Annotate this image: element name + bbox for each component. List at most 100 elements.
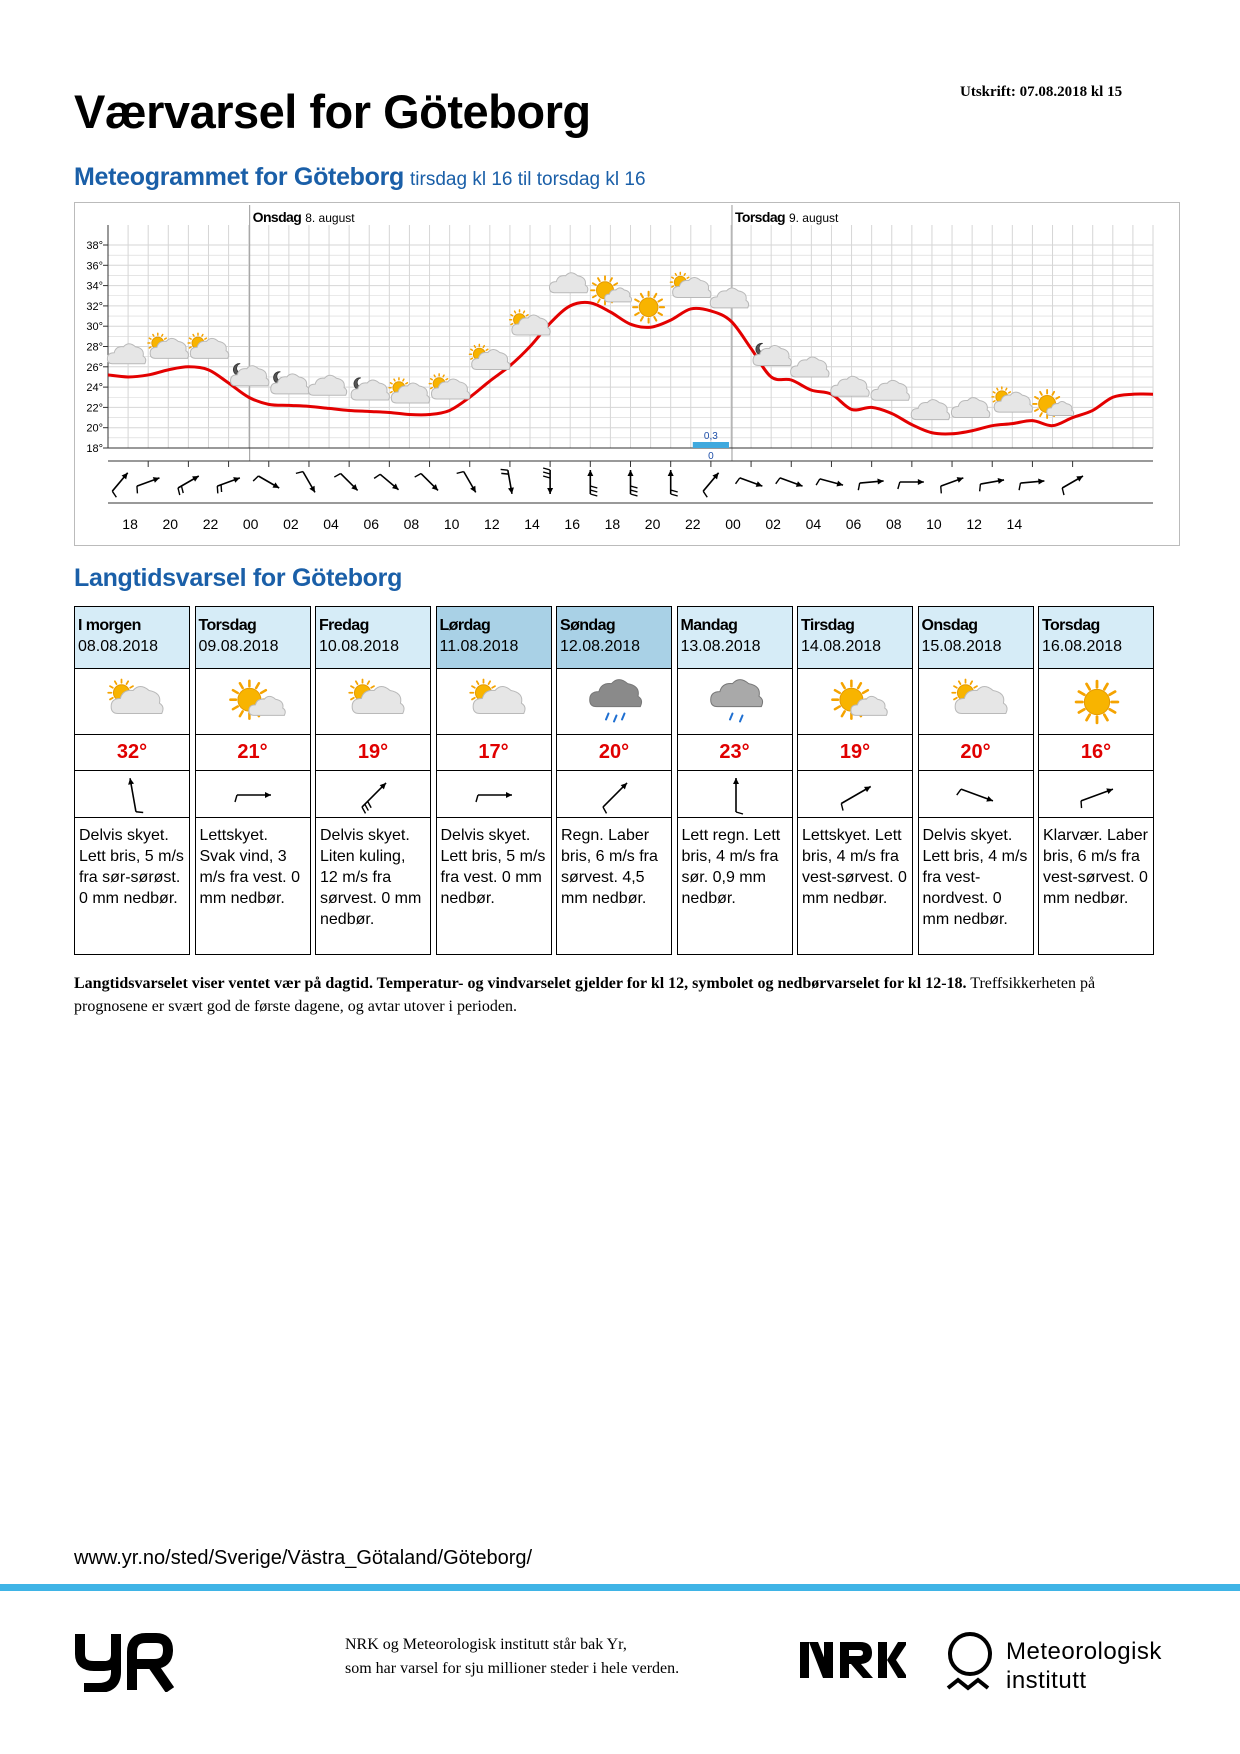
forecast-day-name: Lørdag: [439, 617, 491, 634]
source-url[interactable]: www.yr.no/sted/Sverige/Västra_Götaland/G…: [74, 1547, 533, 1569]
wind-barb: [1061, 475, 1084, 496]
forecast-day-header: Tirsdag 14.08.2018: [797, 606, 913, 669]
meteogram-partly-cloudy-icon: [468, 343, 511, 371]
footnote-bold: Langtidsvarselet viser ventet vær på dag…: [74, 975, 967, 992]
day-label-1: Torsdag 9. august: [735, 209, 839, 225]
forecast-temp: 19°: [797, 734, 913, 771]
forecast-description: Lett regn. Lett bris, 4 m/s fra sør. 0,9…: [676, 817, 793, 955]
wind-barb-icon: [1080, 788, 1114, 809]
x-tick-label: 12: [484, 516, 500, 532]
x-tick-label: 00: [243, 516, 259, 532]
forecast-day-date: 12.08.2018: [560, 638, 641, 655]
forecast-wind-cell: [194, 770, 311, 818]
y-tick-label: 38°: [86, 240, 103, 252]
meteogram-clear-sky-icon: [632, 290, 666, 324]
meteogram-chart: Onsdag 8. august Torsdag 9. august 38° 36° 34°…: [74, 202, 1180, 546]
meteogram-subtitle: tirsdag kl 16 til torsdag kl 16: [410, 169, 646, 190]
forecast-wind-cell: [315, 770, 431, 818]
wind-barb-icon: [474, 792, 512, 803]
meteogram-partly-cloudy-icon: [669, 271, 712, 298]
yr-logo: [74, 1632, 175, 1697]
partly-cloudy-icon: [348, 678, 405, 714]
forecast-symbol-cell: [917, 668, 1034, 735]
forecast-day-date: 11.08.2018: [439, 638, 519, 655]
y-tick-label: 34°: [86, 281, 103, 293]
forecast-temp: 20°: [917, 734, 1034, 771]
forecast-day-date: 08.08.2018: [78, 638, 159, 655]
meteogram-partly-cloudy-icon: [428, 373, 471, 400]
meteogram-moon-cloud-icon: [230, 363, 270, 387]
met-name-line-1: Meteorologisk: [1006, 1638, 1162, 1665]
forecast-day-date: 13.08.2018: [680, 638, 761, 655]
fair-icon: [831, 679, 888, 720]
forecast-day-name: I morgen: [78, 617, 141, 634]
wind-barb: [775, 477, 803, 487]
forecast-day-header: Fredag 10.08.2018: [315, 606, 431, 669]
wind-barb: [177, 475, 200, 496]
meteogram-cloud-icon: [790, 356, 830, 378]
x-tick-label: 16: [564, 516, 580, 532]
footnote-normal: Treffsikkerheten på prognosene er svært …: [74, 975, 1096, 1015]
forecast-day-date: 10.08.2018: [319, 638, 400, 655]
forecast-description: Lettskyet. Lett bris, 4 m/s fra vest-sør…: [797, 817, 913, 955]
light-rain-icon: [709, 679, 763, 723]
rain-icon: [589, 679, 643, 723]
meteogram-fair-icon: [1032, 389, 1075, 419]
meteogram-partly-cloudy-icon: [388, 377, 431, 404]
wind-barb: [897, 479, 924, 490]
x-tick-label: 20: [162, 516, 178, 532]
y-tick-label: 24°: [86, 382, 103, 394]
forecast-symbol-cell: [74, 668, 190, 735]
forecast-symbol-cell: [194, 668, 311, 735]
wind-barb: [627, 470, 638, 497]
forecast-day-name: Fredag: [319, 617, 369, 634]
forecast-day-name: Onsdag: [921, 617, 979, 634]
forecast-day-header: Torsdag 09.08.2018: [194, 606, 311, 669]
partly-cloudy-icon: [107, 678, 164, 714]
forecast-wind-cell: [556, 770, 672, 818]
forecast-day-date: 14.08.2018: [801, 638, 882, 655]
forecast-wind-cell: [435, 770, 552, 818]
forecast-day-header: I morgen 08.08.2018: [74, 606, 190, 669]
forecast-day-header: Torsdag 16.08.2018: [1038, 606, 1154, 669]
forecast-symbol-cell: [1038, 668, 1154, 735]
y-tick-label: 32°: [86, 301, 103, 313]
y-tick-label: 36°: [86, 260, 103, 272]
meteogram-partly-cloudy-icon: [991, 386, 1034, 413]
met-institute-name: Meteorologisk institutt: [1006, 1637, 1162, 1695]
x-tick-label: 02: [283, 516, 299, 532]
forecast-symbol-cell: [315, 668, 431, 735]
wind-barb: [1018, 478, 1045, 491]
forecast-day-header: Onsdag 15.08.2018: [917, 606, 1034, 669]
x-tick-label: 04: [806, 516, 822, 532]
x-tick-label: 12: [966, 516, 982, 532]
forecast-description: Delvis skyet. Lett bris, 5 m/s fra vest.…: [435, 817, 552, 955]
meteogram-moon-cloud-icon: [350, 377, 390, 401]
forecast-description: Lettskyet. Svak vind, 3 m/s fra vest. 0 …: [194, 817, 311, 955]
x-tick-label: 22: [203, 516, 219, 532]
partly-cloudy-icon: [950, 678, 1008, 714]
wind-barb: [295, 470, 316, 493]
meteogram-title-text: Meteogrammet for Göteborg: [74, 163, 405, 191]
meteogram-cloud-icon: [549, 272, 589, 294]
meteogram-cloud-icon: [870, 379, 910, 401]
y-tick-label: 26°: [86, 362, 103, 374]
forecast-wind-cell: [676, 770, 793, 818]
precip-label-top: 0,3: [704, 431, 718, 442]
wind-barb: [978, 478, 1005, 492]
x-tick-label: 10: [444, 516, 460, 532]
forecast-day-name: Tirsdag: [801, 617, 855, 634]
y-tick-label: 20°: [86, 423, 103, 435]
partly-cloudy-icon: [468, 678, 526, 714]
wind-barb: [456, 470, 477, 493]
wind-barb: [667, 470, 678, 497]
meteogram-title: Meteogrammet for Göteborg tirsdag kl 16 t…: [74, 163, 646, 192]
page-title: Værvarsel for Göteborg: [74, 85, 591, 138]
meteogram-cloud-icon: [950, 397, 991, 419]
x-tick-label: 14: [1007, 516, 1023, 532]
forecast-day-name: Søndag: [560, 617, 616, 634]
day-label-0: Onsdag 8. august: [253, 209, 356, 225]
forecast-description: Delvis skyet. Liten kuling, 12 m/s fra s…: [315, 817, 431, 955]
forecast-description: Regn. Laber bris, 6 m/s fra sørvest. 4,5…: [556, 817, 672, 955]
meteogram-partly-cloudy-icon: [147, 332, 189, 359]
